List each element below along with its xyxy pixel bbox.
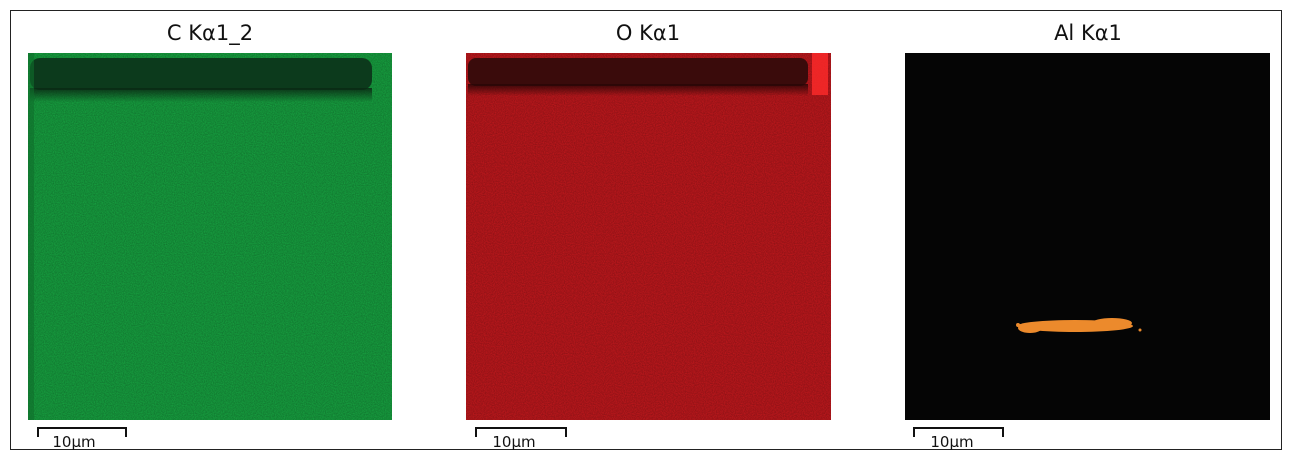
panel: Al Kα1 10µm <box>905 21 1270 451</box>
panel-title: C Kα1_2 <box>167 21 253 46</box>
scale-label: 10µm <box>492 433 535 451</box>
scale-label: 10µm <box>52 433 95 451</box>
band-fade <box>30 88 372 102</box>
page: {"panels": [ {"title": "C Kα1_2", "scale… <box>0 0 1292 458</box>
scale-label: 10µm <box>930 433 973 451</box>
map-texture <box>466 53 831 420</box>
panel: O Kα1 10µm <box>466 21 831 451</box>
panel-title: Al Kα1 <box>1054 21 1122 45</box>
map-texture <box>28 53 392 420</box>
band-fade <box>468 84 808 96</box>
dark-band <box>468 58 808 86</box>
figure: C Kα1_2 10µm O Kα1 10µm Al Kα1 10µm <box>0 0 1292 458</box>
dark-band <box>30 58 372 90</box>
bright-edge <box>812 53 828 95</box>
panel-title: O Kα1 <box>616 21 680 45</box>
map-image <box>905 53 1270 420</box>
edge-shade <box>28 53 34 420</box>
panel: C Kα1_2 10µm <box>28 21 392 451</box>
